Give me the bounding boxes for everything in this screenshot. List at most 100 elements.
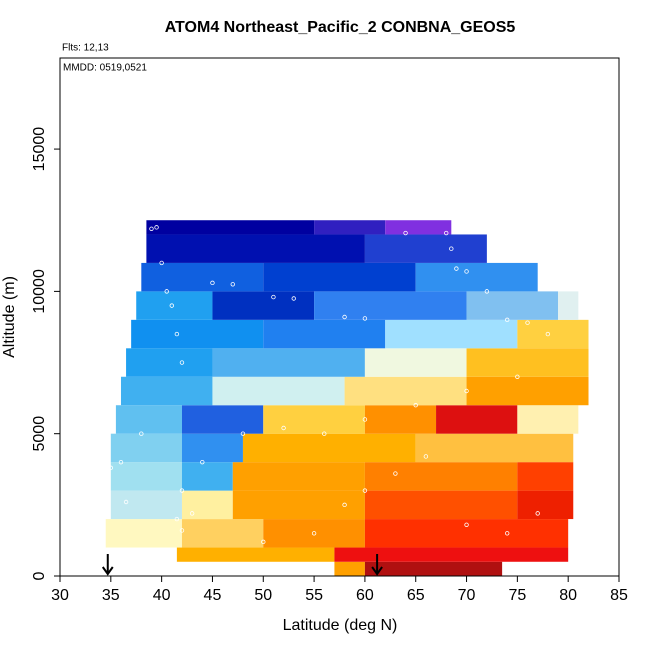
curtain-cell bbox=[131, 319, 264, 349]
curtain-cell bbox=[212, 376, 345, 406]
curtain-cell bbox=[385, 220, 452, 235]
curtain-cell bbox=[181, 462, 233, 491]
curtain-cell bbox=[334, 561, 365, 576]
curtain-cell bbox=[364, 490, 518, 520]
track-point bbox=[149, 226, 154, 231]
track-point bbox=[449, 246, 454, 251]
y-tick-label: 5000 bbox=[31, 416, 48, 452]
x-tick-label: 85 bbox=[610, 587, 628, 604]
track-point bbox=[230, 282, 235, 287]
x-tick-label: 40 bbox=[153, 587, 171, 604]
track-point bbox=[261, 539, 266, 545]
curtain-cell bbox=[466, 291, 559, 320]
curtain-cell bbox=[105, 519, 182, 548]
track-point bbox=[271, 294, 276, 300]
curtain-cell bbox=[212, 348, 365, 377]
curtain-cell bbox=[517, 405, 579, 434]
track-point bbox=[179, 488, 185, 493]
track-point bbox=[174, 516, 180, 522]
arrow bbox=[101, 554, 114, 576]
track-point bbox=[311, 531, 317, 536]
x-tick-label: 80 bbox=[559, 587, 577, 604]
curtain-cell bbox=[263, 405, 365, 434]
track-point bbox=[515, 374, 520, 379]
track-point bbox=[240, 431, 246, 436]
curtain-cell bbox=[364, 234, 487, 263]
curtain-cell bbox=[242, 433, 416, 463]
track-point bbox=[464, 269, 469, 274]
y-tick-label: 10000 bbox=[31, 269, 48, 314]
curtain-cell bbox=[181, 405, 264, 434]
x-tick-label: 45 bbox=[204, 587, 222, 604]
track-point bbox=[362, 316, 368, 321]
curtain-cell bbox=[364, 561, 503, 576]
track-point bbox=[174, 331, 180, 337]
track-point bbox=[393, 471, 398, 476]
curtain-cell bbox=[110, 462, 182, 491]
track-point bbox=[505, 317, 510, 323]
curtain-cell bbox=[263, 319, 386, 349]
curtain-cell bbox=[517, 490, 574, 520]
track-point bbox=[362, 488, 368, 493]
track-point bbox=[362, 417, 368, 422]
track-point bbox=[154, 225, 159, 230]
curtain-cell bbox=[232, 490, 365, 520]
track-point bbox=[210, 280, 215, 286]
track-point bbox=[464, 388, 469, 394]
x-tick-label: 70 bbox=[458, 587, 476, 604]
track-point bbox=[454, 266, 459, 271]
track-point bbox=[342, 314, 347, 320]
curtain-cell bbox=[110, 490, 182, 520]
curtain-cell bbox=[181, 519, 264, 548]
annotation: Flts: 12,13 bbox=[62, 43, 109, 54]
curtain-cell bbox=[126, 348, 213, 377]
track-point bbox=[505, 531, 510, 536]
curtain-cell bbox=[466, 348, 589, 377]
x-tick-label: 75 bbox=[508, 587, 526, 604]
curtain-cell bbox=[517, 462, 574, 491]
track-point bbox=[159, 260, 164, 266]
track-point bbox=[403, 230, 408, 236]
curtain-cell bbox=[176, 547, 335, 562]
track-point bbox=[322, 431, 327, 436]
curtain-cell bbox=[558, 291, 579, 320]
curtain-cell bbox=[146, 220, 315, 235]
curtain-cell bbox=[364, 519, 569, 548]
track-point bbox=[200, 459, 205, 465]
y-tick-label: 0 bbox=[31, 571, 48, 580]
track-point bbox=[545, 331, 551, 337]
curtain-cell bbox=[146, 234, 365, 263]
track-point bbox=[525, 320, 530, 325]
plot-frame bbox=[59, 57, 620, 577]
track-point bbox=[123, 499, 129, 505]
x-tick-label: 30 bbox=[51, 587, 69, 604]
curtain-cell bbox=[314, 220, 386, 235]
annotation: MMDD: 0519,0521 bbox=[63, 63, 147, 74]
y-tick-label: 15000 bbox=[31, 127, 48, 172]
curtain-cell bbox=[314, 291, 467, 320]
track-point bbox=[413, 403, 418, 408]
x-tick-label: 60 bbox=[356, 587, 374, 604]
curtain-cell bbox=[517, 319, 589, 349]
y-axis-label: Altitude (m) bbox=[1, 276, 18, 358]
x-axis-label: Latitude (deg N) bbox=[283, 617, 398, 634]
curtain-cell bbox=[141, 262, 264, 292]
curtain-cell bbox=[110, 433, 182, 463]
track-point bbox=[164, 289, 169, 294]
track-point bbox=[189, 511, 195, 516]
curtain-cell bbox=[466, 376, 589, 406]
curtain-cell bbox=[334, 547, 569, 562]
curtain-cell bbox=[136, 291, 213, 320]
track-point bbox=[484, 289, 490, 294]
curtain-cell bbox=[364, 405, 437, 434]
track-point bbox=[179, 360, 185, 365]
track-point bbox=[179, 528, 185, 533]
curtain-cell bbox=[344, 376, 467, 406]
track-point bbox=[281, 425, 286, 431]
curtain-cell bbox=[263, 519, 365, 548]
curtain-cell bbox=[212, 291, 315, 320]
track-point bbox=[464, 522, 469, 527]
curtain-cell bbox=[364, 462, 518, 491]
curtain-cell bbox=[120, 376, 213, 406]
